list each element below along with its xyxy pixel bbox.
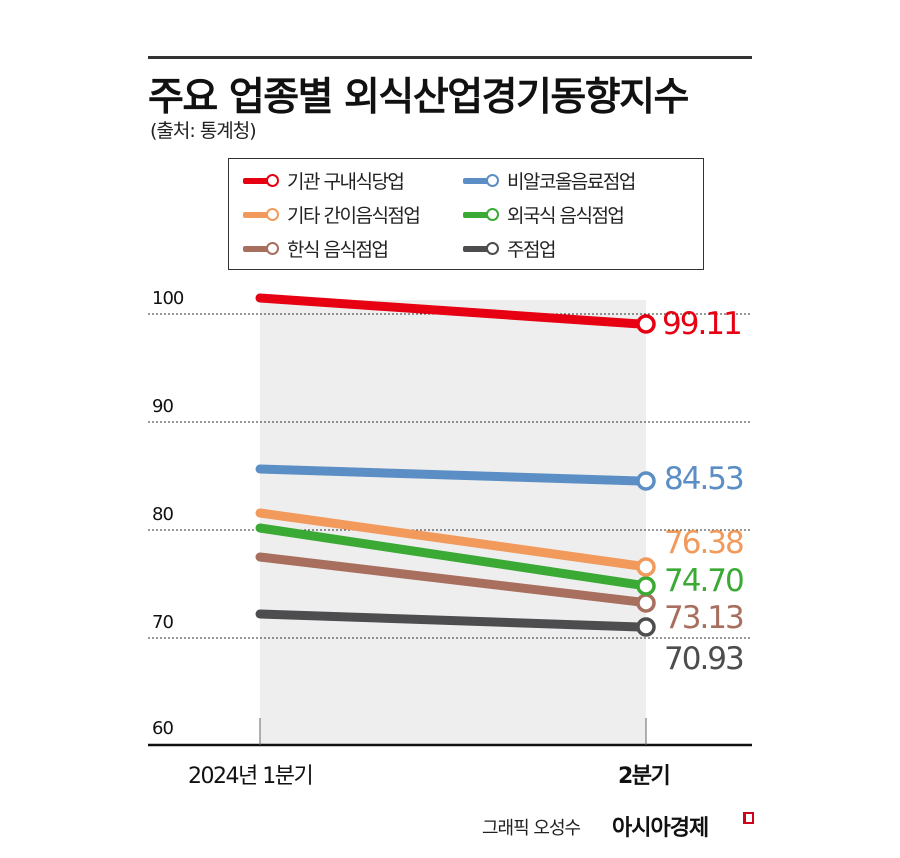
series-line-korean (255, 552, 645, 607)
value-label-pub: 70.93 (664, 641, 745, 677)
line-marker-icon (463, 207, 499, 222)
end-markers (636, 314, 656, 637)
x-tick-label: 2024년 1분기 (188, 764, 314, 789)
series-line-other-snack (255, 508, 645, 571)
value-label-korean: 73.13 (664, 600, 745, 636)
y-tick-label: 60 (152, 718, 174, 739)
line-marker-icon (463, 173, 499, 188)
legend-item-foreign-restaurant: 외국식 음식점업 (463, 201, 625, 228)
legend-label: 기관 구내식당업 (287, 171, 405, 193)
brand-mark-icon (743, 812, 754, 824)
legend-item-other-snack: 기타 간이음식점업 (243, 201, 421, 228)
legend-item-nonalcoholic-beverage: 비알코올음료점업 (463, 167, 636, 194)
marker-foreign (636, 576, 656, 596)
chart-source: (출처: 통계청) (150, 120, 257, 142)
marker-beverage (636, 471, 656, 491)
legend-label: 기타 간이음식점업 (287, 205, 421, 227)
line-marker-icon (463, 241, 499, 256)
value-label-cafeteria: 99.11 (662, 306, 743, 342)
y-tick-label: 80 (152, 504, 174, 525)
y-tick-label: 90 (152, 396, 174, 417)
graphic-credit: 그래픽 오성수 (482, 818, 581, 839)
series-line-pub (255, 609, 645, 632)
legend-label: 외국식 음식점업 (507, 205, 625, 227)
y-tick-label: 100 (152, 288, 184, 309)
legend-item-korean-restaurant: 한식 음식점업 (243, 235, 389, 262)
line-marker-icon (243, 173, 279, 188)
legend-item-pub: 주점업 (463, 235, 556, 262)
marker-pub (636, 617, 656, 637)
value-label-other-snack: 76.38 (664, 525, 745, 561)
marker-korean (636, 593, 656, 613)
series-line-beverage (255, 464, 645, 486)
marker-cafeteria (636, 314, 656, 334)
legend-label: 주점업 (507, 239, 556, 261)
value-label-foreign: 74.70 (664, 563, 745, 599)
y-tick-label: 70 (152, 612, 174, 633)
x-tick-label: 2분기 (618, 764, 671, 789)
legend-item-institution-cafeteria: 기관 구내식당업 (243, 167, 405, 194)
value-label-beverage: 84.53 (664, 461, 745, 497)
series-line-cafeteria (255, 293, 645, 329)
line-marker-icon (243, 207, 279, 222)
publisher-logo: 아시아경제 (612, 816, 709, 841)
title-top-rule (148, 56, 752, 59)
marker-other-snack (636, 557, 656, 577)
legend: 기관 구내식당업 비알코올음료점업 기타 간이음식점업 외국식 음식점업 한식 … (228, 158, 704, 270)
line-marker-icon (243, 241, 279, 256)
series-line-foreign (255, 523, 645, 590)
legend-label: 한식 음식점업 (287, 239, 389, 261)
legend-label: 비알코올음료점업 (507, 171, 636, 193)
chart-title: 주요 업종별 외식산업경기동향지수 (148, 75, 689, 120)
series-lines (255, 293, 645, 632)
